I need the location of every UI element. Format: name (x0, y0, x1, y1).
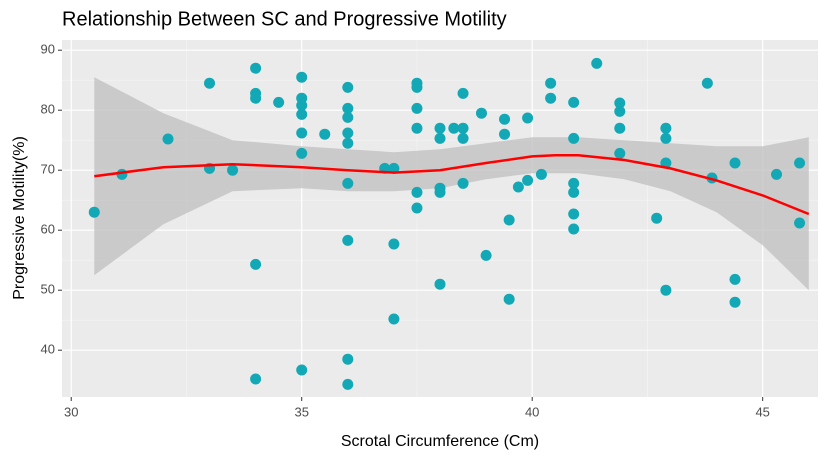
point (771, 168, 783, 180)
smooth-line (94, 153, 810, 216)
point (204, 77, 216, 89)
point (296, 71, 308, 83)
point (729, 296, 741, 308)
point (545, 77, 557, 89)
point (794, 217, 806, 229)
point (116, 168, 128, 180)
point (568, 177, 580, 189)
x-tick-label: 35 (294, 404, 308, 419)
point (503, 293, 515, 305)
point (162, 133, 174, 145)
point (342, 102, 354, 114)
point (296, 108, 308, 120)
point (273, 96, 285, 108)
x-tick-label: 40 (525, 404, 539, 419)
point (388, 162, 400, 174)
point (88, 206, 100, 218)
point (388, 238, 400, 250)
y-tick-label: 40 (41, 342, 55, 357)
point (614, 147, 626, 159)
point (522, 112, 534, 124)
x-tick-label: 30 (64, 404, 78, 419)
point (296, 99, 308, 111)
point (568, 96, 580, 108)
point (434, 122, 446, 134)
point (499, 113, 511, 125)
point (296, 127, 308, 139)
point (480, 249, 492, 261)
point (296, 364, 308, 376)
point (250, 92, 262, 104)
point (568, 132, 580, 144)
point (591, 57, 603, 69)
point (411, 81, 423, 93)
point (342, 137, 354, 149)
point (342, 127, 354, 139)
point (411, 186, 423, 198)
point (794, 157, 806, 169)
point (522, 174, 534, 186)
point (568, 208, 580, 220)
point (250, 258, 262, 270)
point (411, 102, 423, 114)
point (545, 92, 557, 104)
point (227, 164, 239, 176)
y-tick-label: 50 (41, 282, 55, 297)
point (250, 373, 262, 385)
point (701, 77, 713, 89)
point (660, 132, 672, 144)
chart-title: Relationship Between SC and Progressive … (62, 8, 507, 30)
x-axis-label: Scrotal Circumference (Cm) (341, 433, 539, 450)
point (342, 81, 354, 93)
point (651, 212, 663, 224)
x-tick-label: 45 (755, 404, 769, 419)
point (729, 157, 741, 169)
point (660, 284, 672, 296)
plot-panel (62, 40, 818, 397)
point (342, 378, 354, 390)
point (434, 278, 446, 290)
point (503, 214, 515, 226)
point (457, 132, 469, 144)
point (457, 177, 469, 189)
y-tick-label: 60 (41, 222, 55, 237)
y-tick-label: 90 (41, 42, 55, 57)
point (568, 186, 580, 198)
point (250, 62, 262, 74)
point (411, 122, 423, 134)
point (614, 105, 626, 117)
point (457, 122, 469, 134)
point (568, 223, 580, 235)
point (342, 177, 354, 189)
point (512, 181, 524, 193)
point (660, 157, 672, 169)
point (614, 97, 626, 109)
point (434, 186, 446, 198)
point (499, 128, 511, 140)
point (411, 202, 423, 214)
point (342, 111, 354, 123)
y-tick-label: 80 (41, 102, 55, 117)
point (448, 122, 460, 134)
point (319, 128, 331, 140)
point (434, 132, 446, 144)
y-tick-label: 70 (41, 162, 55, 177)
point (296, 147, 308, 159)
point (614, 122, 626, 134)
point (342, 353, 354, 365)
y-axis-label: Progressive Motility(%) (11, 136, 28, 300)
point (342, 234, 354, 246)
point (388, 313, 400, 325)
point (535, 168, 547, 180)
point (729, 273, 741, 285)
point (660, 122, 672, 134)
point (475, 107, 487, 119)
point (457, 87, 469, 99)
confidence-band (94, 77, 809, 291)
